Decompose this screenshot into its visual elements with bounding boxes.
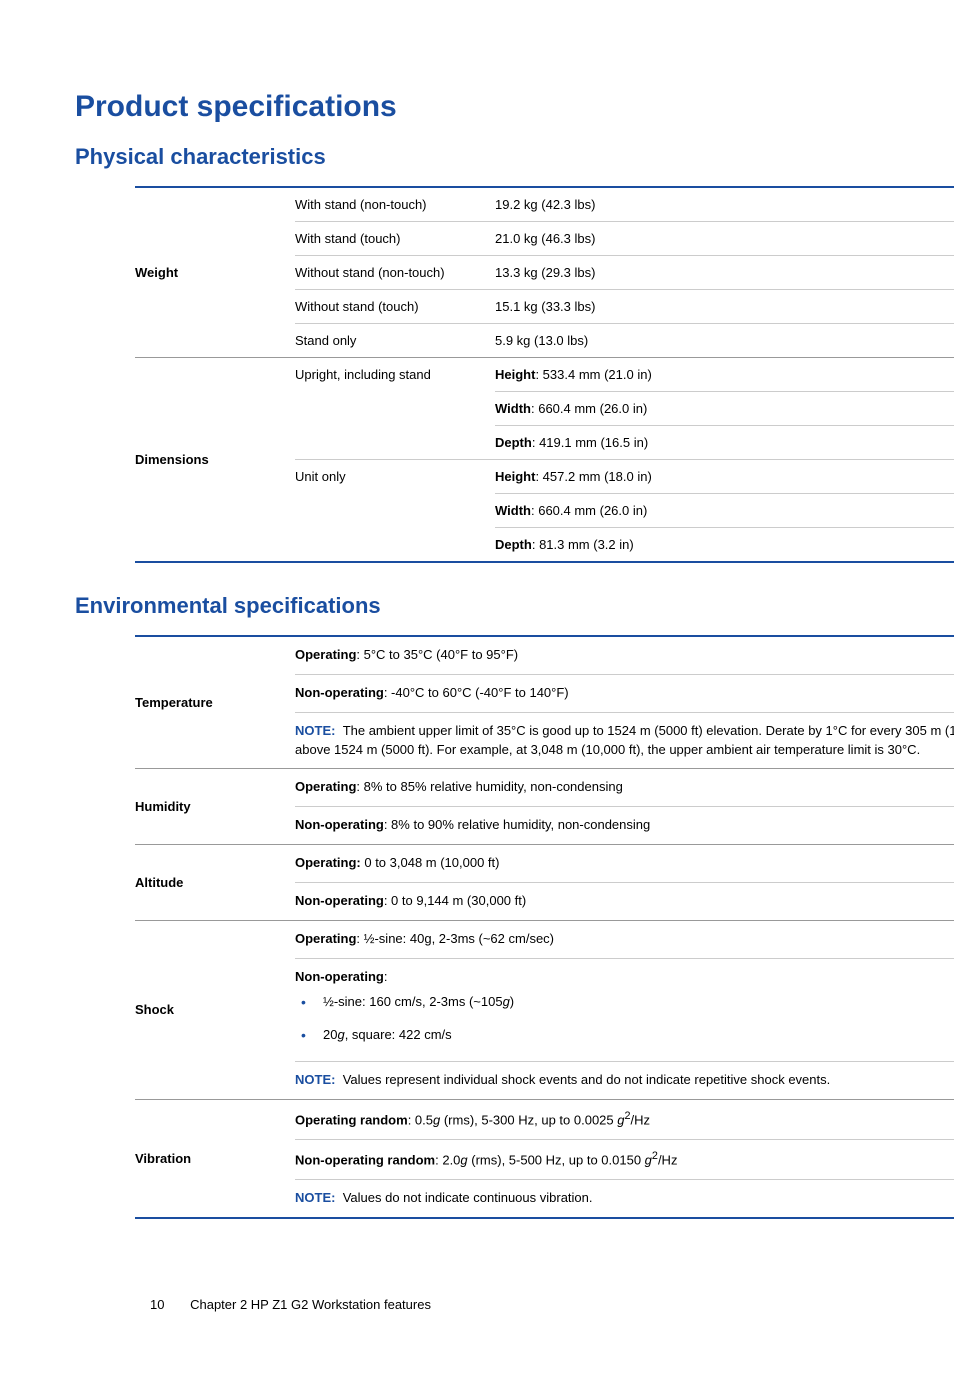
chapter-label: Chapter 2 HP Z1 G2 Workstation features [190, 1297, 431, 1312]
note-label: NOTE: [295, 1072, 335, 1087]
altitude-group: Altitude Operating: 0 to 3,048 m (10,000… [135, 845, 954, 921]
table-row: Without stand (touch)15.1 kg (33.3 lbs) [295, 290, 954, 324]
vibration-label: Vibration [135, 1100, 295, 1217]
table-row: With stand (non-touch)19.2 kg (42.3 lbs) [295, 188, 954, 222]
environmental-table: Temperature Operating: 5°C to 35°C (40°F… [135, 635, 954, 1219]
table-row: Without stand (non-touch)13.3 kg (29.3 l… [295, 256, 954, 290]
page-number: 10 [150, 1297, 164, 1312]
physical-table: Weight With stand (non-touch)19.2 kg (42… [135, 186, 954, 563]
table-row: Unit only Height: 457.2 mm (18.0 in) Wid… [295, 460, 954, 561]
temperature-group: Temperature Operating: 5°C to 35°C (40°F… [135, 637, 954, 769]
temperature-label: Temperature [135, 637, 295, 768]
shock-label: Shock [135, 921, 295, 1099]
weight-group: Weight With stand (non-touch)19.2 kg (42… [135, 188, 954, 358]
humidity-label: Humidity [135, 769, 295, 844]
list-item: 20g, square: 422 cm/s [295, 1019, 954, 1052]
altitude-label: Altitude [135, 845, 295, 920]
humidity-group: Humidity Operating: 8% to 85% relative h… [135, 769, 954, 845]
vibration-group: Vibration Operating random: 0.5g (rms), … [135, 1100, 954, 1217]
table-row: With stand (touch)21.0 kg (46.3 lbs) [295, 222, 954, 256]
weight-label: Weight [135, 188, 295, 357]
page-title: Product specifications [75, 90, 954, 124]
page-footer: 10 Chapter 2 HP Z1 G2 Workstation featur… [150, 1297, 431, 1312]
dimensions-group: Dimensions Upright, including stand Heig… [135, 358, 954, 561]
table-row: Stand only5.9 kg (13.0 lbs) [295, 324, 954, 357]
shock-bullets: ½-sine: 160 cm/s, 2-3ms (~105g) 20g, squ… [295, 986, 954, 1052]
table-row: Upright, including stand Height: 533.4 m… [295, 358, 954, 460]
shock-group: Shock Operating: ½-sine: 40g, 2-3ms (~62… [135, 921, 954, 1100]
section-heading-physical: Physical characteristics [75, 144, 954, 170]
section-heading-environmental: Environmental specifications [75, 593, 954, 619]
list-item: ½-sine: 160 cm/s, 2-3ms (~105g) [295, 986, 954, 1019]
note-label: NOTE: [295, 1190, 335, 1205]
dimensions-label: Dimensions [135, 358, 295, 561]
note-label: NOTE: [295, 723, 335, 738]
